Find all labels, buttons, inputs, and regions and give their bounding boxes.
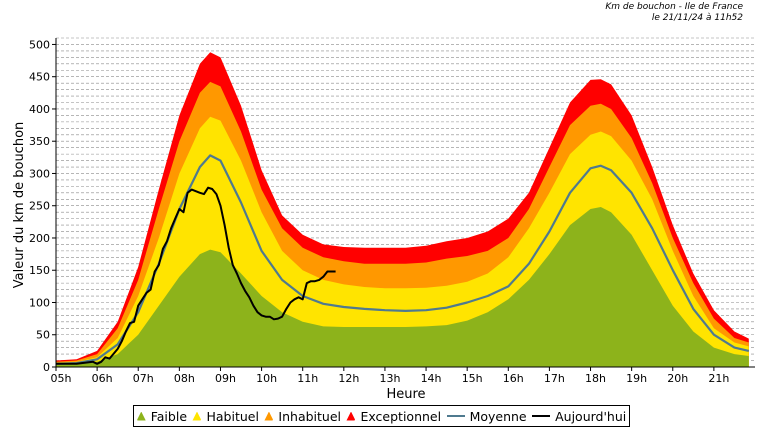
x-tick-label: 12h: [338, 372, 359, 385]
y-tick-label: 50: [36, 329, 50, 342]
legend-label-inhabituel: Inhabituel: [278, 408, 342, 424]
legend-item-faible: Faible: [136, 408, 188, 424]
x-tick-label: 09h: [215, 372, 236, 385]
legend-swatch-aujourdhui: [532, 415, 551, 417]
bands: [56, 52, 749, 368]
axes: 0 50 100 150 200 250 300 350 400 450 500 05h 06h 07h 0…: [29, 38, 755, 385]
x-tick-label: 15h: [462, 372, 483, 385]
legend-label-exceptionnel: Exceptionnel: [360, 408, 442, 424]
y-tick-label: 0: [43, 361, 50, 374]
header-date: le 21/11/24 à 11h52: [651, 13, 743, 23]
legend-label-moyenne: Moyenne: [469, 408, 527, 424]
legend-swatch-moyenne: [446, 415, 465, 417]
series-aujourdhui: [56, 186, 336, 365]
x-tick-label: 16h: [503, 372, 524, 385]
legend-swatch-exceptionnel: [346, 411, 356, 421]
y-tick-label: 300: [29, 167, 50, 180]
legend-item-aujourdhui: Aujourd'hui: [532, 409, 626, 424]
series-lines: [55, 154, 750, 365]
legend: Faible Habituel Inhabituel Exceptionnel …: [133, 405, 630, 427]
legend-item-moyenne: Moyenne: [446, 408, 527, 424]
header-title: Km de bouchon - Ile de France: [605, 2, 743, 12]
x-tick-label: 20h: [667, 372, 688, 385]
x-tick-label: 07h: [133, 372, 154, 385]
y-tick-label: 350: [29, 135, 50, 148]
legend-label-habituel: Habituel: [206, 408, 259, 424]
x-tick-label: 08h: [174, 372, 195, 385]
y-tick-label: 500: [29, 38, 50, 51]
legend-swatch-inhabituel: [264, 411, 274, 421]
x-tick-label: 17h: [544, 372, 565, 385]
x-tick-label: 14h: [421, 372, 442, 385]
band-faible: [56, 207, 749, 367]
legend-swatch-faible: [136, 411, 146, 421]
x-tick-label: 18h: [585, 372, 606, 385]
y-tick-label: 100: [29, 296, 50, 309]
y-tick-label: 150: [29, 264, 50, 277]
chart-header: Km de bouchon - Ile de France le 21/11/2…: [605, 2, 743, 24]
x-tick-label: 19h: [626, 372, 647, 385]
y-tick-label: 400: [29, 103, 50, 116]
legend-item-inhabituel: Inhabituel: [264, 409, 341, 424]
legend-swatch-habituel: [192, 411, 202, 421]
legend-item-exceptionnel: Exceptionnel: [346, 409, 441, 424]
y-tick-label: 450: [29, 71, 50, 84]
x-tick-label: 05h: [51, 372, 72, 385]
y-axis-title: Valeur du km de bouchon: [12, 122, 27, 289]
legend-label-aujourdhui: Aujourd'hui: [555, 408, 627, 424]
y-tick-label: 250: [29, 200, 50, 213]
x-tick-label: 21h: [708, 372, 729, 385]
x-tick-label: 11h: [297, 372, 318, 385]
y-tick-label: 200: [29, 232, 50, 245]
x-tick-label: 13h: [379, 372, 400, 385]
x-tick-label: 06h: [92, 372, 113, 385]
legend-item-habituel: Habituel: [192, 408, 259, 424]
x-tick-label: 10h: [256, 372, 277, 385]
x-axis-title: Heure: [386, 387, 425, 402]
legend-label-faible: Faible: [150, 408, 188, 424]
